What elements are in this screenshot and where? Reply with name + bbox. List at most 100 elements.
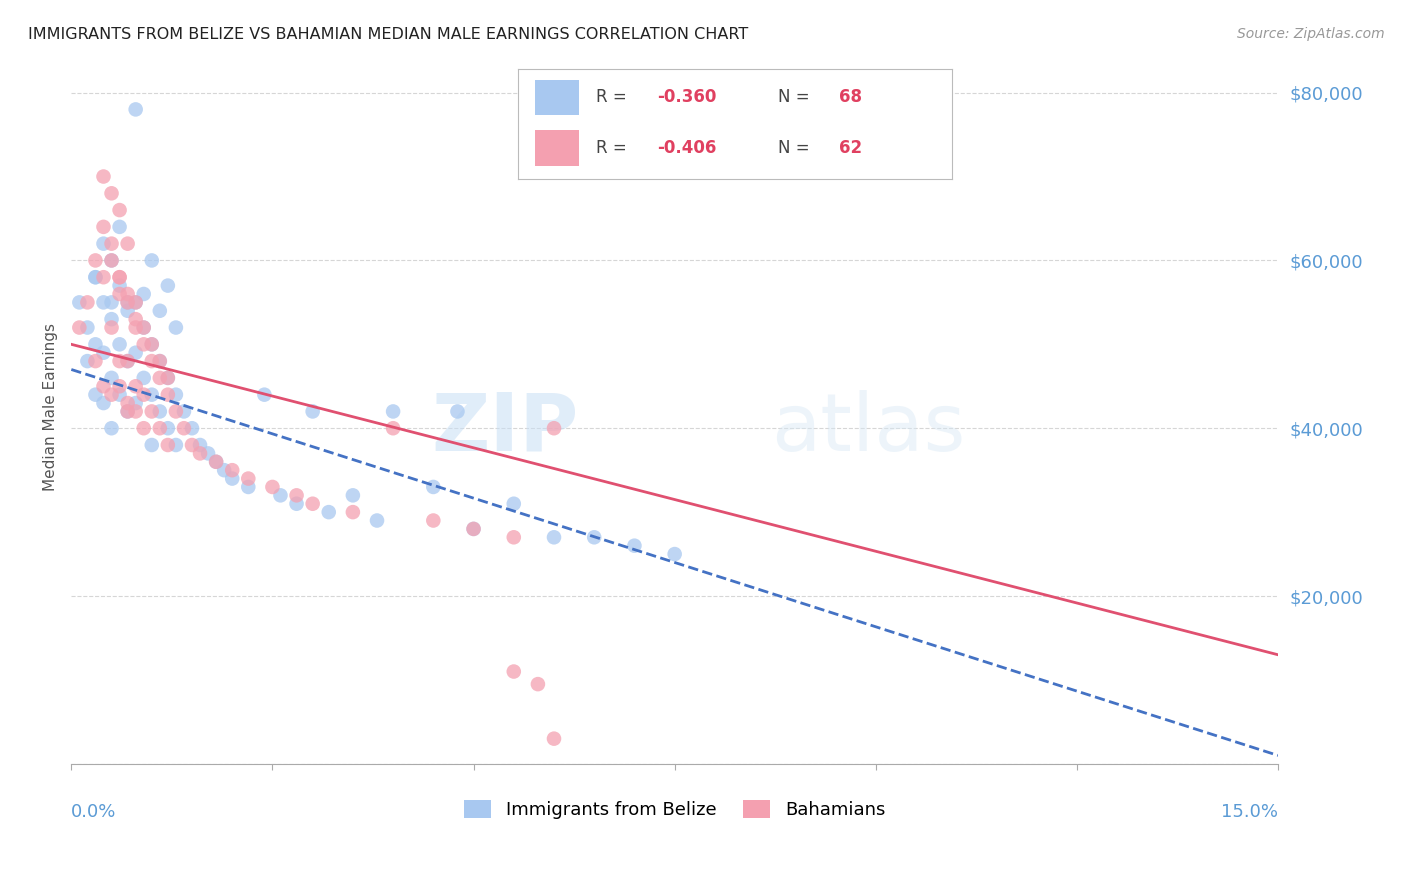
Point: [165, 438, 187, 452]
Point: [108, 270, 131, 285]
Point: [221, 463, 243, 477]
Point: [583, 530, 606, 544]
Point: [108, 219, 131, 234]
Point: [382, 404, 405, 418]
Point: [93, 379, 115, 393]
Point: [463, 522, 485, 536]
Y-axis label: Median Male Earnings: Median Male Earnings: [44, 323, 58, 491]
Point: [156, 371, 179, 385]
Text: Source: ZipAtlas.com: Source: ZipAtlas.com: [1237, 27, 1385, 41]
Point: [100, 387, 122, 401]
Point: [342, 505, 364, 519]
Point: [124, 320, 146, 334]
Point: [173, 421, 195, 435]
Point: [100, 253, 122, 268]
Point: [188, 438, 211, 452]
Point: [117, 287, 139, 301]
Point: [100, 295, 122, 310]
Point: [141, 404, 163, 418]
Point: [502, 530, 524, 544]
Point: [84, 387, 107, 401]
Point: [527, 677, 550, 691]
Point: [124, 312, 146, 326]
Point: [124, 103, 146, 117]
Point: [93, 345, 115, 359]
Point: [117, 236, 139, 251]
Point: [124, 404, 146, 418]
Point: [117, 295, 139, 310]
Point: [149, 354, 172, 368]
Point: [93, 219, 115, 234]
Point: [117, 404, 139, 418]
Point: [100, 312, 122, 326]
Point: [173, 404, 195, 418]
Point: [108, 337, 131, 351]
Point: [181, 421, 204, 435]
Point: [238, 472, 260, 486]
Point: [84, 270, 107, 285]
Point: [100, 320, 122, 334]
Point: [124, 345, 146, 359]
Text: IMMIGRANTS FROM BELIZE VS BAHAMIAN MEDIAN MALE EARNINGS CORRELATION CHART: IMMIGRANTS FROM BELIZE VS BAHAMIAN MEDIA…: [28, 27, 748, 42]
Point: [165, 387, 187, 401]
Point: [76, 320, 98, 334]
Point: [285, 488, 308, 502]
Point: [117, 295, 139, 310]
Point: [124, 396, 146, 410]
Point: [108, 270, 131, 285]
Point: [301, 497, 323, 511]
Text: ZIP: ZIP: [430, 390, 578, 467]
Point: [156, 278, 179, 293]
Point: [67, 320, 90, 334]
Point: [108, 287, 131, 301]
Point: [141, 337, 163, 351]
Point: [100, 371, 122, 385]
Point: [141, 438, 163, 452]
Point: [76, 295, 98, 310]
Point: [221, 472, 243, 486]
Point: [132, 371, 155, 385]
Point: [623, 539, 645, 553]
Point: [181, 438, 204, 452]
Point: [132, 287, 155, 301]
Point: [422, 480, 444, 494]
Point: [117, 404, 139, 418]
Point: [132, 421, 155, 435]
Point: [502, 497, 524, 511]
Point: [301, 404, 323, 418]
Point: [84, 337, 107, 351]
Point: [93, 295, 115, 310]
Point: [108, 203, 131, 218]
Point: [93, 169, 115, 184]
Point: [205, 455, 228, 469]
Point: [93, 396, 115, 410]
Point: [132, 320, 155, 334]
Point: [543, 731, 565, 746]
Point: [285, 497, 308, 511]
Point: [165, 404, 187, 418]
Point: [141, 387, 163, 401]
Point: [543, 421, 565, 435]
Point: [84, 354, 107, 368]
Point: [124, 295, 146, 310]
Point: [422, 514, 444, 528]
Point: [156, 421, 179, 435]
Point: [117, 396, 139, 410]
Point: [124, 379, 146, 393]
Point: [117, 354, 139, 368]
Text: atlas: atlas: [772, 390, 966, 467]
Point: [149, 303, 172, 318]
Point: [132, 320, 155, 334]
Point: [543, 530, 565, 544]
Point: [93, 270, 115, 285]
Point: [84, 270, 107, 285]
Point: [366, 514, 388, 528]
Point: [141, 354, 163, 368]
Point: [269, 488, 291, 502]
Point: [502, 665, 524, 679]
Point: [382, 421, 405, 435]
Point: [141, 337, 163, 351]
Point: [149, 404, 172, 418]
Legend: Immigrants from Belize, Bahamians: Immigrants from Belize, Bahamians: [457, 792, 893, 826]
Point: [117, 303, 139, 318]
